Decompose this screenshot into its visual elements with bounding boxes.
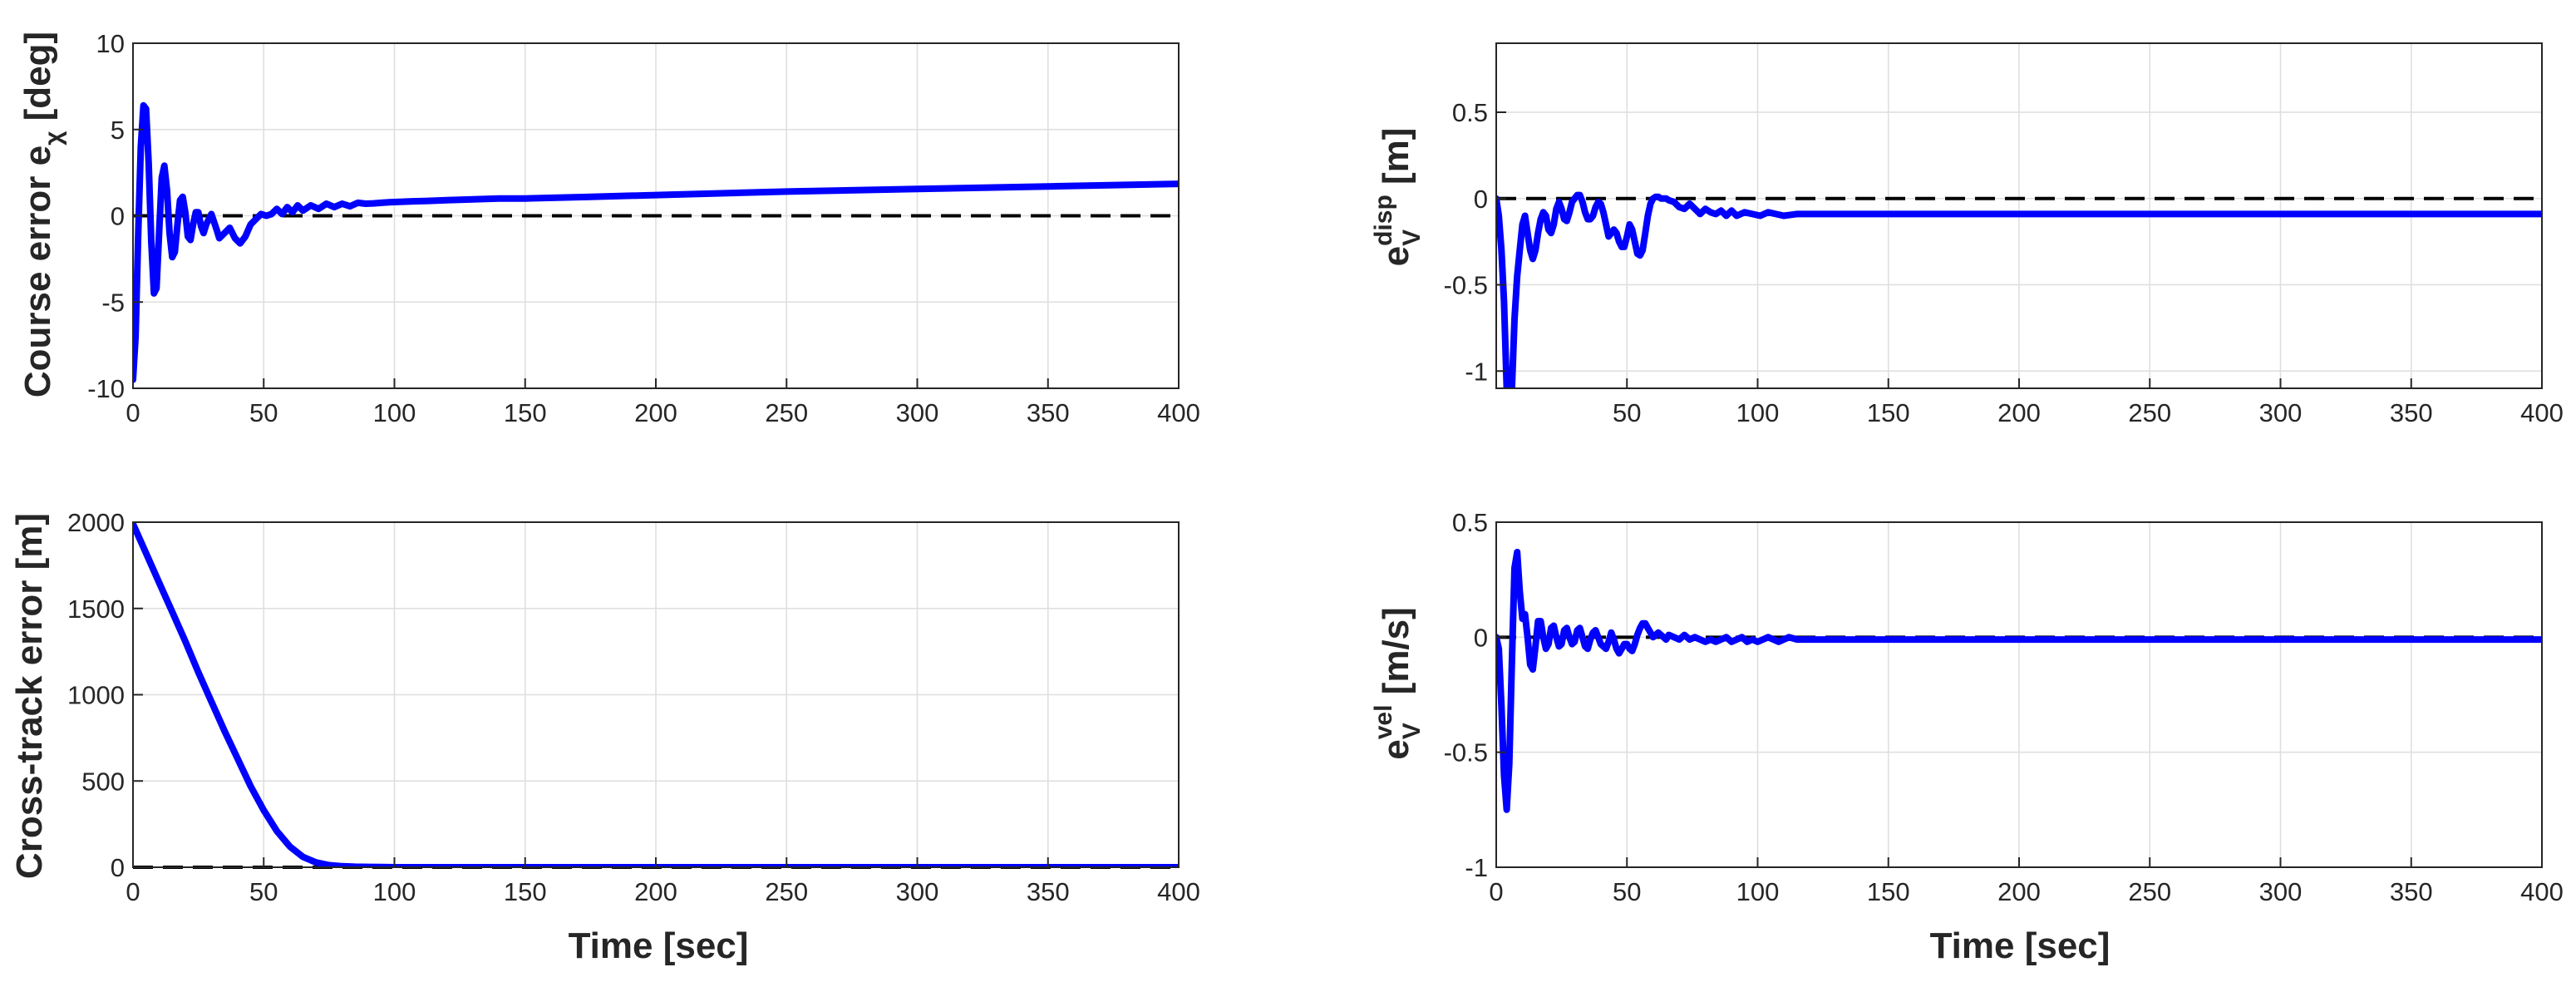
- x-tick-label: 300: [2259, 877, 2303, 906]
- y-tick-label: 500: [81, 767, 125, 796]
- course-error-panel: Course error eχ [deg] 0 50 100 150 200 250 300…: [17, 29, 1200, 427]
- y-tick-label: 0: [1474, 623, 1488, 652]
- x-tick-label: 50: [249, 877, 278, 906]
- y-tick-label: -0.5: [1444, 738, 1488, 767]
- x-tick-label: 400: [2520, 398, 2564, 427]
- cross-track-error-xlabel: Time [sec]: [569, 925, 749, 966]
- x-tick-label: 300: [2259, 398, 2303, 427]
- y-tick-label: -1: [1465, 853, 1488, 882]
- vel-error-panel: eVvel [m/s] Time [sec] 0 50 100 150 200 250 30…: [1370, 508, 2564, 966]
- y-tick-label: 0.5: [1452, 508, 1488, 537]
- y-tick-label: 1500: [67, 595, 125, 624]
- disp-error-ylabel: eVdisp [m]: [1370, 128, 1426, 267]
- x-tick-label: 400: [1157, 877, 1200, 906]
- x-tick-label: 350: [2390, 398, 2433, 427]
- x-tick-label: 300: [896, 877, 939, 906]
- series-line: [1496, 191, 2542, 388]
- y-tick-label: 0.5: [1452, 98, 1488, 127]
- x-tick-label: 0: [1489, 877, 1503, 906]
- x-tick-label: 150: [504, 877, 547, 906]
- series-line: [133, 522, 1179, 867]
- x-tick-label: 150: [1867, 398, 1910, 427]
- x-tick-label: 250: [765, 398, 808, 427]
- y-tick-label: -5: [101, 288, 125, 317]
- vel-error-xlabel: Time [sec]: [1930, 925, 2111, 966]
- x-tick-label: 350: [1027, 398, 1070, 427]
- x-tick-label: 200: [634, 398, 677, 427]
- y-tick-label: 0: [1474, 185, 1488, 214]
- x-tick-label: 50: [1613, 398, 1641, 427]
- x-tick-label: 100: [1736, 877, 1780, 906]
- x-tick-label: 350: [1027, 877, 1070, 906]
- vel-error-ylabel: eVvel [m/s]: [1370, 607, 1426, 760]
- x-tick-label: 200: [1997, 877, 2041, 906]
- x-tick-label: 200: [634, 877, 677, 906]
- cross-track-error-panel: Cross-track error [m] Time [sec] 0 50 100 1…: [9, 508, 1200, 966]
- course-error-ylabel: Course error eχ [deg]: [17, 32, 67, 397]
- x-tick-label: 250: [2128, 398, 2171, 427]
- x-tick-label: 250: [765, 877, 808, 906]
- y-tick-label: 5: [111, 116, 125, 145]
- x-tick-label: 200: [1997, 398, 2041, 427]
- x-tick-label: 50: [1613, 877, 1641, 906]
- y-tick-label: -1: [1465, 357, 1488, 386]
- x-tick-label: 250: [2128, 877, 2171, 906]
- x-tick-label: 400: [1157, 398, 1200, 427]
- y-tick-label: 0: [111, 202, 125, 231]
- series-line: [1496, 549, 2542, 813]
- x-tick-label: 400: [2520, 877, 2564, 906]
- x-tick-label: 100: [373, 877, 416, 906]
- y-tick-label: -0.5: [1444, 271, 1488, 300]
- y-tick-label: 0: [111, 853, 125, 882]
- x-tick-label: 0: [126, 398, 140, 427]
- x-tick-label: 150: [1867, 877, 1910, 906]
- x-tick-label: 350: [2390, 877, 2433, 906]
- y-tick-label: -10: [87, 374, 125, 403]
- x-tick-label: 50: [249, 398, 278, 427]
- x-tick-label: 100: [373, 398, 416, 427]
- x-tick-label: 100: [1736, 398, 1780, 427]
- y-tick-label: 10: [96, 29, 125, 58]
- x-tick-label: 0: [126, 877, 140, 906]
- x-tick-label: 300: [896, 398, 939, 427]
- disp-error-panel: eVdisp [m] 50 100 150 200 250 300 350 400 -1 -0.5…: [1370, 42, 2564, 427]
- cross-track-error-ylabel: Cross-track error [m]: [9, 513, 50, 879]
- series-line: [133, 101, 1179, 383]
- y-tick-label: 1000: [67, 681, 125, 710]
- x-tick-label: 150: [504, 398, 547, 427]
- y-tick-label: 2000: [67, 508, 125, 537]
